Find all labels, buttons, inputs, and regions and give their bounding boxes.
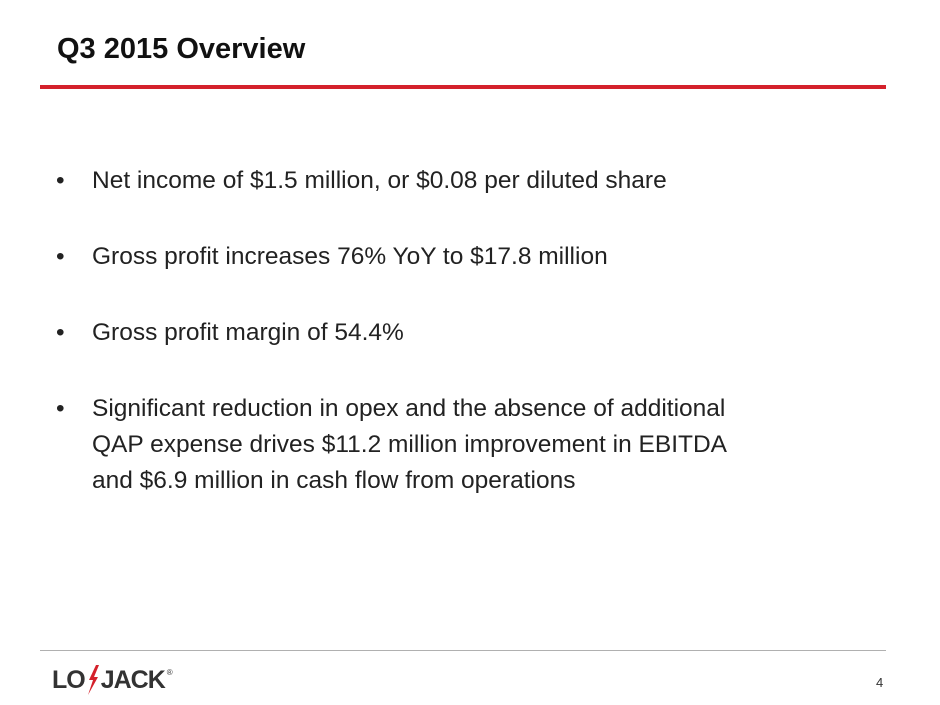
bullet-text: and $6.9 million in cash flow from opera… [92,467,576,494]
bullet-item: Gross profit margin of 54.4% [52,315,872,351]
footer-rule [40,650,886,651]
logo-mark: ® [166,668,173,677]
bullet-list: Net income of $1.5 million, or $0.08 per… [52,163,872,539]
bullet-text: Net income of $1.5 million, or $0.08 per… [92,167,667,194]
bullet-item: Gross profit increases 76% YoY to $17.8 … [52,239,872,275]
bullet-text: Gross profit increases 76% YoY to $17.8 … [92,243,608,270]
bullet-item: Significant reduction in opex and the ab… [52,391,872,499]
bullet-text: QAP expense drives $11.2 million improve… [92,431,728,458]
bullet-text: Gross profit margin of 54.4% [92,319,404,346]
bullet-item: Net income of $1.5 million, or $0.08 per… [52,163,872,199]
slide-title: Q3 2015 Overview [57,33,306,65]
title-rule [40,85,886,89]
logo: LO JACK ® [52,664,173,696]
page-number: 4 [876,675,884,690]
logo-bolt [87,665,99,695]
logo-text: JACK [100,665,166,694]
bullet-text: Significant reduction in opex and the ab… [92,395,726,422]
logo-text: LO [52,665,86,694]
